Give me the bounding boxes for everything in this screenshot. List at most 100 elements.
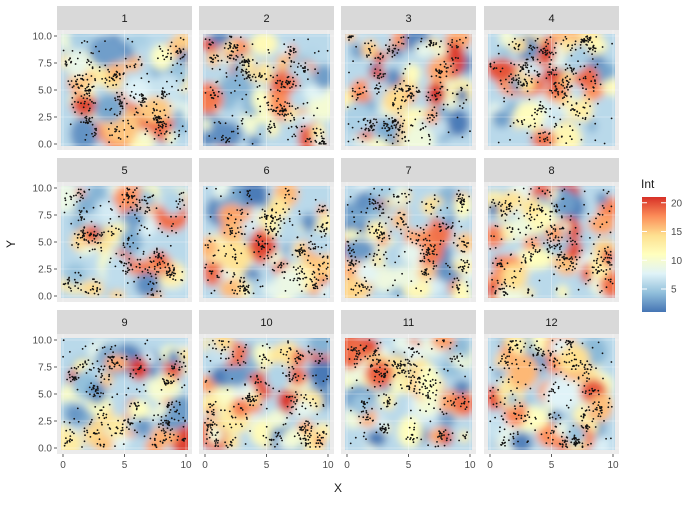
data-point	[248, 393, 250, 395]
data-point	[413, 95, 415, 97]
data-point	[149, 234, 151, 236]
data-point	[232, 276, 234, 278]
data-point	[572, 244, 574, 246]
data-point	[585, 102, 587, 104]
data-point	[68, 286, 70, 288]
data-point	[122, 201, 124, 203]
data-point	[283, 277, 285, 279]
data-point	[312, 128, 314, 130]
data-point	[84, 40, 86, 42]
x-tick-label: 0	[202, 460, 208, 471]
data-point	[507, 262, 509, 264]
data-point	[608, 254, 610, 256]
data-point	[425, 274, 427, 276]
data-point	[126, 192, 128, 194]
data-point	[267, 229, 269, 231]
data-point	[585, 283, 587, 285]
data-point	[249, 404, 251, 406]
data-point	[85, 88, 87, 90]
data-point	[403, 120, 405, 122]
data-point	[542, 105, 544, 107]
data-point	[152, 419, 154, 421]
data-point	[417, 240, 419, 242]
data-point	[209, 406, 211, 408]
data-point	[491, 272, 493, 274]
data-point	[221, 93, 223, 95]
data-point	[284, 211, 286, 213]
data-point	[571, 104, 573, 106]
data-point	[83, 106, 85, 108]
data-point	[262, 345, 264, 347]
data-point	[371, 226, 373, 228]
data-point	[129, 375, 131, 377]
data-point	[404, 214, 406, 216]
data-point	[593, 223, 595, 225]
data-point	[452, 222, 454, 224]
data-point	[587, 39, 589, 41]
data-point	[302, 402, 304, 404]
data-point	[102, 415, 104, 417]
data-point	[464, 262, 466, 264]
data-point	[242, 351, 244, 353]
data-point	[207, 244, 209, 246]
data-point	[97, 233, 99, 235]
data-point	[549, 71, 551, 73]
data-point	[307, 421, 309, 423]
data-point	[428, 114, 430, 116]
data-point	[171, 271, 173, 273]
data-point	[88, 359, 90, 361]
data-point	[72, 379, 74, 381]
data-point	[596, 262, 598, 264]
data-point	[586, 273, 588, 275]
data-point	[94, 135, 96, 137]
data-point	[559, 248, 561, 250]
data-point	[374, 263, 376, 265]
heat-blob	[124, 78, 150, 104]
data-point	[539, 62, 541, 64]
data-point	[115, 228, 117, 230]
data-point	[596, 260, 598, 262]
data-point	[280, 437, 282, 439]
data-point	[402, 96, 404, 98]
data-point	[139, 201, 141, 203]
data-point	[575, 114, 577, 116]
data-point	[291, 407, 293, 409]
data-point	[156, 249, 158, 251]
data-point	[105, 78, 107, 80]
data-point	[545, 112, 547, 114]
facet-strip-label: 10	[260, 317, 272, 329]
data-point	[554, 47, 556, 49]
data-point	[439, 92, 441, 94]
data-point	[587, 41, 589, 43]
data-point	[462, 107, 464, 109]
data-point	[215, 106, 217, 108]
data-point	[171, 230, 173, 232]
data-point	[289, 57, 291, 59]
data-point	[315, 446, 317, 448]
data-point	[114, 113, 116, 115]
data-point	[439, 243, 441, 245]
data-point	[383, 121, 385, 123]
data-point	[247, 400, 249, 402]
data-point	[272, 109, 274, 111]
data-point	[175, 232, 177, 234]
data-point	[367, 295, 369, 297]
data-point	[212, 68, 214, 70]
data-point	[271, 215, 273, 217]
data-point	[161, 416, 163, 418]
data-point	[77, 408, 79, 410]
data-point	[463, 102, 465, 104]
data-point	[376, 254, 378, 256]
data-point	[94, 102, 96, 104]
data-point	[501, 284, 503, 286]
data-point	[208, 344, 210, 346]
data-point	[91, 133, 93, 135]
data-point	[525, 234, 527, 236]
heat-blob	[557, 285, 568, 299]
data-point	[230, 46, 232, 48]
data-point	[353, 216, 355, 218]
data-point	[86, 391, 88, 393]
data-point	[235, 80, 237, 82]
data-point	[524, 62, 526, 64]
data-point	[272, 388, 274, 390]
